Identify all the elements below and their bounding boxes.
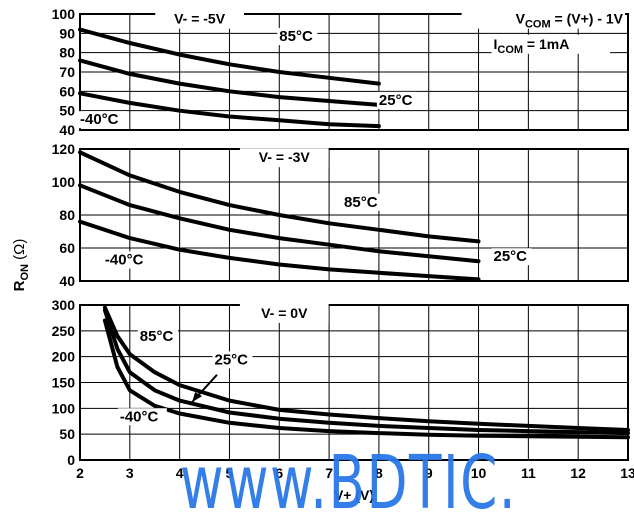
- series-label-bg: [342, 193, 383, 211]
- panel-1: 100 90 80 70 60 50 40 85°C 25°C -40°C V- = -5V VCOM…: [52, 6, 629, 138]
- series-label: -40°C: [105, 252, 144, 269]
- annotation-text: V- = -3V: [259, 149, 311, 165]
- series-label: 85°C: [279, 28, 313, 45]
- series-line-25C: [78, 183, 481, 264]
- series-label-bg: [117, 408, 167, 426]
- x-tick-label: 5: [226, 465, 234, 481]
- annotation-text: V- = -5V: [174, 11, 226, 27]
- series-label-bg: [78, 111, 127, 129]
- series-label: 85°C: [344, 194, 378, 211]
- series-label-bg: [491, 248, 532, 266]
- annotation-text: V- = 0V: [261, 305, 308, 321]
- y-tick-label: 150: [52, 375, 76, 391]
- x-tick-label: 4: [176, 465, 184, 481]
- y-tick-label: 0: [67, 452, 75, 468]
- label-pointer-arrowhead: [192, 392, 203, 403]
- y-tick-label: 200: [52, 349, 76, 365]
- series-line--40C: [78, 91, 381, 129]
- series-label: 85°C: [140, 328, 174, 345]
- x-tick-label: 11: [521, 465, 536, 481]
- y-axis-label: RON (Ω): [11, 239, 31, 292]
- x-tick-label: 6: [275, 465, 283, 481]
- y-tick-label: 100: [52, 400, 76, 416]
- panel-3: 300 250 200 150 100 50 0 85°C 25°C -40°C V- = 0V 2 3…: [52, 297, 634, 503]
- annotation-bg: [461, 9, 626, 29]
- y-tick-label: 100: [52, 174, 76, 190]
- y-tick-label: 80: [59, 207, 75, 223]
- x-tick-label: 10: [471, 465, 487, 481]
- panel-2: 120 100 80 60 40 85°C 25°C -40°C V- = -3V: [52, 141, 629, 289]
- series-label-bg: [277, 28, 318, 46]
- y-tick-label: 300: [52, 297, 76, 313]
- x-tick-label: 13: [620, 465, 634, 481]
- series-label-bg: [137, 328, 178, 346]
- y-tick-label: 50: [59, 103, 75, 119]
- x-tick-label: 8: [375, 465, 383, 481]
- y-tick-label: 80: [59, 45, 75, 61]
- series-label: -40°C: [80, 111, 119, 128]
- y-tick-label: 50: [59, 426, 75, 442]
- x-tick-label: 7: [325, 465, 333, 481]
- plot-frame: [79, 304, 629, 461]
- series-label: -40°C: [120, 408, 159, 425]
- y-tick-label: 40: [59, 273, 75, 289]
- y-tick-label: 60: [59, 83, 75, 99]
- series-label: 25°C: [493, 248, 527, 265]
- y-tick-label: 120: [52, 141, 76, 157]
- series-line-85C: [78, 150, 481, 244]
- x-tick-label: 2: [76, 465, 84, 481]
- series-line-85C: [78, 27, 381, 86]
- annotation-bg: [239, 148, 329, 168]
- y-axis-label-sub: ON: [19, 264, 31, 281]
- y-axis-label-main: R: [11, 280, 28, 291]
- y-axis-label-unit: (Ω): [11, 239, 28, 264]
- series-label: 25°C: [215, 351, 249, 368]
- series-line-85C: [102, 305, 630, 432]
- series-label-bg: [212, 351, 253, 369]
- annotation-text: VCOM = (V+) - 1V: [516, 11, 624, 31]
- x-axis-label: V+ (V): [334, 487, 374, 503]
- watermark-text: www.BDTIC.: [180, 440, 518, 526]
- series-line--40C: [102, 318, 630, 440]
- plot-frame: [79, 148, 629, 282]
- y-tick-label: 90: [59, 25, 75, 41]
- x-tick-label: 9: [425, 465, 433, 481]
- annotation-bg: [155, 9, 244, 29]
- y-tick-label: 250: [52, 323, 76, 339]
- annotation-bg: [239, 303, 329, 323]
- series-label-bg: [102, 251, 152, 269]
- y-tick-label: 100: [52, 6, 76, 22]
- series-line--40C: [78, 219, 481, 282]
- y-tick-label: 70: [59, 64, 75, 80]
- y-tick-label: 60: [59, 240, 75, 256]
- y-tick-label: 40: [59, 122, 75, 138]
- series-line-25C: [78, 58, 381, 107]
- x-tick-label: 3: [126, 465, 134, 481]
- series-line-25C: [102, 308, 630, 436]
- plot-frame: [79, 13, 629, 131]
- x-tick-label: 12: [570, 465, 586, 481]
- annotation-bg: [491, 34, 611, 54]
- series-label-bg: [376, 91, 417, 109]
- series-label: 25°C: [379, 92, 413, 109]
- annotation-text: ICOM = 1mA: [493, 36, 569, 56]
